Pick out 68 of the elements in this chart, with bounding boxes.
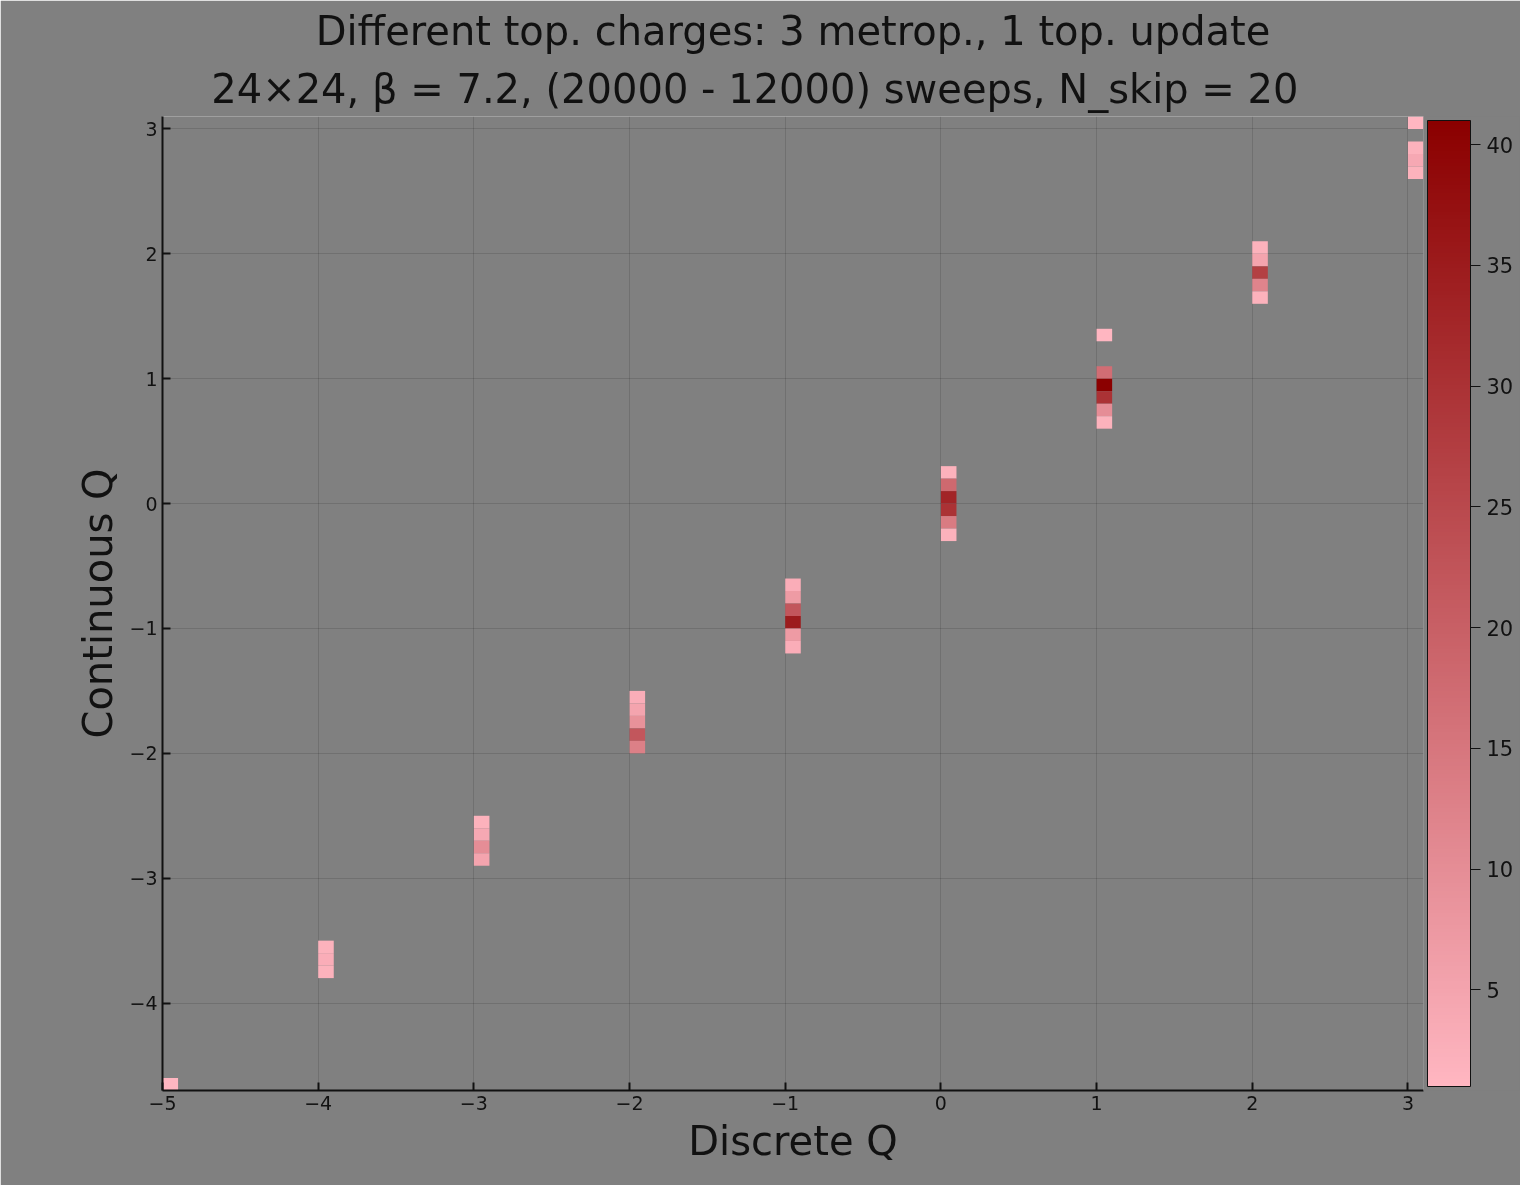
point — [1096, 391, 1113, 404]
point — [785, 628, 801, 641]
point — [629, 690, 646, 704]
x-tick-label: 3 — [1401, 1091, 1414, 1114]
color-bar-label: 30 — [1486, 375, 1514, 400]
point — [1252, 253, 1268, 267]
x-tick-label: −5 — [148, 1091, 177, 1114]
y-tick-label: 0 — [145, 492, 158, 515]
color-bar-label: 40 — [1486, 133, 1514, 158]
y-tick-label: 3 — [145, 117, 158, 140]
point — [629, 703, 646, 716]
point — [629, 715, 646, 729]
y-axis-title: Continuous Q — [75, 468, 122, 739]
point — [1096, 403, 1113, 417]
y-tick-label: −1 — [129, 617, 158, 640]
x-tick-label: 0 — [934, 1091, 947, 1114]
point — [1407, 116, 1424, 129]
point — [785, 578, 801, 592]
color-bar-label: 35 — [1486, 254, 1514, 279]
point — [629, 728, 646, 741]
point — [1252, 291, 1268, 304]
y-tick-label: 2 — [145, 242, 158, 265]
point — [473, 815, 490, 829]
point — [785, 640, 801, 654]
point — [940, 491, 957, 504]
point — [940, 516, 957, 529]
point — [1096, 378, 1113, 392]
color-bar-label: 25 — [1486, 495, 1514, 520]
color-bar-label: 15 — [1486, 737, 1514, 762]
point — [1252, 266, 1268, 279]
point — [318, 965, 334, 979]
chart-title: Different top. charges: 3 metrop., 1 top. update — [315, 7, 1271, 54]
point — [940, 466, 957, 479]
point — [1407, 153, 1424, 167]
y-tick-label: −4 — [129, 992, 158, 1015]
point — [473, 853, 490, 866]
point — [940, 503, 957, 517]
point — [940, 478, 957, 492]
x-tick-label: −4 — [304, 1091, 333, 1114]
x-tick-label: 1 — [1090, 1091, 1103, 1114]
point — [473, 828, 490, 841]
x-tick-label: −1 — [771, 1091, 800, 1114]
color-bar-label: 10 — [1486, 858, 1514, 883]
x-tick-label: −3 — [459, 1091, 488, 1114]
x-axis-title: Discrete Q — [688, 1117, 898, 1164]
point — [1407, 141, 1424, 154]
point — [1096, 366, 1113, 379]
point — [1252, 241, 1268, 254]
point — [629, 740, 646, 754]
point — [1096, 416, 1113, 429]
point — [1252, 278, 1268, 292]
y-tick-label: −2 — [129, 742, 158, 765]
color-bar-label: 20 — [1486, 616, 1514, 641]
x-tick-label: 2 — [1246, 1091, 1259, 1114]
point — [473, 840, 490, 854]
point — [1096, 328, 1113, 342]
color-bar-label: 5 — [1486, 978, 1500, 1003]
point — [318, 953, 334, 966]
point — [318, 940, 334, 954]
point — [1407, 166, 1424, 179]
x-tick-label: −2 — [615, 1091, 644, 1114]
y-tick-label: 1 — [145, 367, 158, 390]
y-tick-label: −3 — [129, 867, 158, 890]
chart-subtitle: 24×24, β = 7.2, (20000 - 12000) sweeps, N_skip = 20 — [211, 65, 1299, 113]
point — [785, 591, 801, 604]
point — [785, 603, 801, 616]
point — [940, 528, 957, 542]
point — [785, 615, 801, 629]
